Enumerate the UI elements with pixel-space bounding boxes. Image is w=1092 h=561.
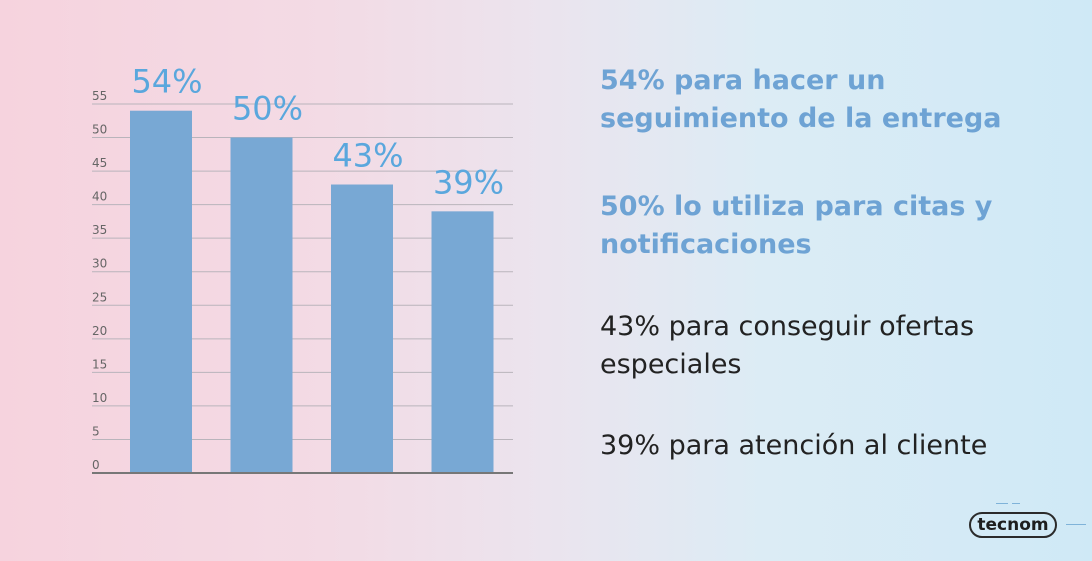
logo-accent-line (996, 503, 1008, 504)
logo-accent-line (1012, 503, 1020, 504)
bar (331, 184, 393, 473)
bar-value-label: 43% (332, 137, 403, 175)
bar-value-label: 54% (131, 63, 202, 101)
bar (130, 110, 192, 473)
y-tick-label: 50 (92, 123, 107, 137)
data-labels: 54% 50% 43% 39% (131, 63, 504, 202)
bar-chart: 0 5 10 15 20 25 30 35 40 45 50 55 54% 50% 43% 39% (92, 63, 513, 474)
y-tick-label: 10 (92, 391, 107, 405)
bar (431, 211, 494, 473)
bar-value-label: 50% (232, 90, 303, 128)
y-tick-label: 45 (92, 156, 107, 170)
bars (130, 110, 494, 473)
y-tick-label: 0 (92, 458, 100, 472)
y-tick-label: 25 (92, 290, 107, 304)
y-tick-label: 35 (92, 223, 107, 237)
y-tick-label: 20 (92, 324, 107, 338)
stat-text-4: 39% para atención al cliente (600, 430, 988, 461)
y-tick-label: 5 (92, 424, 100, 438)
y-axis-ticks: 0 5 10 15 20 25 30 35 40 45 50 55 (92, 89, 107, 472)
stat-text-2: 50% lo utiliza para citas y notificacion… (600, 191, 993, 260)
y-tick-label: 40 (92, 190, 107, 204)
y-tick-label: 55 (92, 89, 107, 103)
y-tick-label: 30 (92, 257, 107, 271)
y-tick-label: 15 (92, 357, 107, 371)
tecnom-logo: tecnom (962, 500, 1092, 550)
logo-wordmark: tecnom (969, 512, 1057, 538)
stat-text-1: 54% para hacer un seguimiento de la entr… (600, 65, 1002, 134)
bar (230, 137, 293, 473)
stat-text-3: 43% para conseguir ofertas especiales (600, 311, 975, 380)
logo-accent-line (1066, 524, 1086, 525)
bar-value-label: 39% (433, 163, 504, 201)
